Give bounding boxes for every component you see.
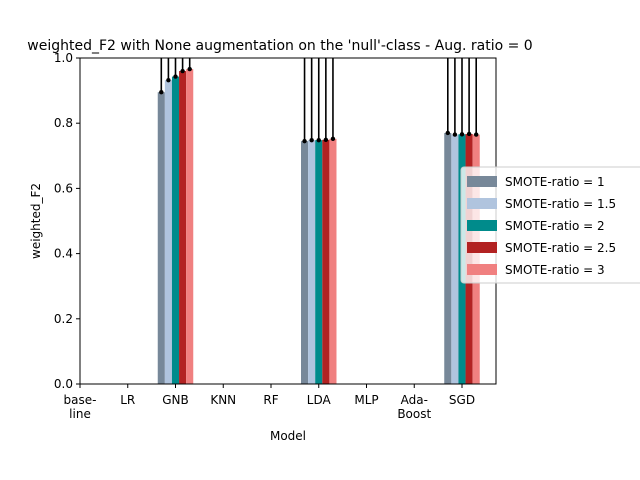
x-tick-label: base-line — [64, 393, 97, 421]
y-tick-label: 0.6 — [54, 181, 73, 195]
legend-swatch — [467, 264, 497, 275]
legend: SMOTE-ratio = 1 SMOTE-ratio = 1.5 SMOTE-ra… — [460, 166, 640, 284]
x-tick-label: LR — [120, 393, 135, 407]
legend-box — [460, 166, 640, 284]
x-tick-label: MLP — [354, 393, 378, 407]
data-point — [173, 74, 178, 79]
x-tick-label: KNN — [210, 393, 236, 407]
data-point — [323, 137, 329, 143]
x-tick-label: RF — [263, 393, 278, 407]
data-point — [452, 132, 458, 137]
data-point — [316, 137, 321, 143]
data-point — [302, 138, 307, 144]
data-point — [459, 132, 465, 137]
x-tick-label: Ada-Boost — [397, 393, 431, 421]
y-tick-label: 0.0 — [54, 377, 73, 391]
data-point — [166, 77, 171, 83]
bar — [444, 132, 452, 384]
plot-area: 0.0 0.2 0.4 0.6 0.8 1.0 base-line LR GNB KNN RF LDA… — [54, 51, 497, 421]
data-point — [474, 132, 479, 137]
legend-swatch — [467, 176, 497, 187]
bar — [322, 139, 330, 384]
y-tick-label: 1.0 — [54, 51, 73, 65]
bar — [171, 76, 180, 384]
legend-swatch — [467, 242, 497, 253]
legend-entry: SMOTE-ratio = 2.5 — [505, 241, 616, 255]
bar — [329, 138, 337, 384]
bar — [179, 71, 187, 384]
data-point — [445, 130, 450, 136]
legend-entry: SMOTE-ratio = 1.5 — [505, 197, 616, 211]
data-point — [187, 66, 192, 72]
bar — [451, 134, 459, 384]
y-tick-label: 0.2 — [54, 312, 73, 326]
bar — [186, 69, 194, 385]
data-point — [466, 131, 472, 137]
data-point — [309, 137, 314, 143]
x-axis-label: Model — [270, 429, 306, 443]
axes-frame — [79, 57, 497, 385]
x-tick-label: LDA — [307, 393, 332, 407]
x-tick-label: SGD — [449, 393, 475, 407]
bar — [157, 92, 165, 384]
y-tick-label: 0.8 — [54, 116, 73, 130]
data-point — [159, 90, 164, 95]
bar — [315, 140, 323, 384]
chart-title: weighted_F2 with None augmentation on th… — [27, 38, 532, 54]
legend-entry: SMOTE-ratio = 2 — [505, 219, 605, 233]
y-tick-label: 0.4 — [54, 247, 73, 261]
bar — [164, 80, 172, 384]
y-axis-label: weighted_F2 — [29, 183, 43, 259]
data-point — [330, 136, 336, 142]
x-tick-label: GNB — [162, 393, 189, 407]
legend-entry: SMOTE-ratio = 1 — [505, 175, 605, 189]
data-point — [180, 68, 185, 74]
bar — [301, 141, 309, 384]
legend-swatch — [467, 198, 497, 209]
legend-entry: SMOTE-ratio = 3 — [505, 263, 605, 277]
bar — [308, 140, 316, 384]
legend-swatch — [467, 220, 497, 231]
